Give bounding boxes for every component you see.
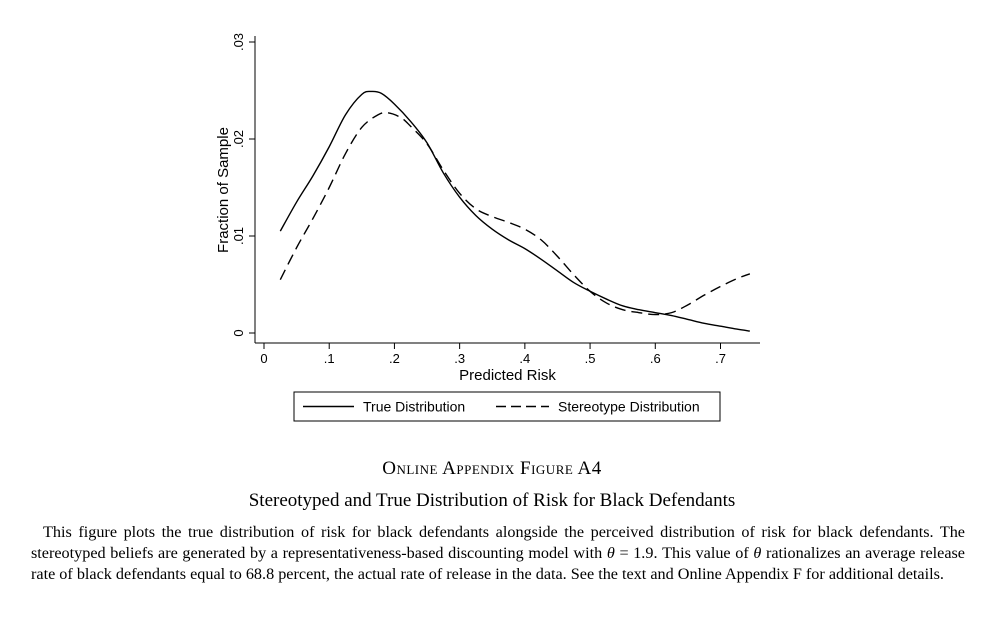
caption-theta-2: θ — [753, 544, 762, 562]
caption-text-1: This figure plots the true distribution … — [31, 523, 965, 562]
figure-caption: This figure plots the true distribution … — [31, 522, 965, 585]
legend-label-stereotype: Stereotype Distribution — [558, 399, 700, 415]
y-tick-label: .03 — [231, 33, 246, 51]
stereotype-distribution-line — [279, 111, 751, 316]
caption-text-2: = 1.9. This value of — [614, 544, 754, 562]
legend-label-true: True Distribution — [363, 399, 465, 415]
figure-title: Stereotyped and True Distribution of Ris… — [248, 490, 736, 511]
true-distribution-line — [279, 90, 750, 332]
legend: True Distribution Stereotype Distributio… — [293, 391, 721, 422]
x-tick-label: .2 — [389, 351, 400, 366]
x-axis-label: Predicted Risk — [459, 367, 556, 384]
y-axis-label: Fraction of Sample — [215, 127, 232, 253]
y-ticks: 0 .01 .02 .03 — [231, 33, 255, 337]
x-tick-label: .4 — [519, 351, 530, 366]
axes: 0 .1 .2 .3 .4 .5 .6 .7 0 .01 .02 .03 — [231, 33, 760, 366]
x-tick-label: .3 — [454, 351, 465, 366]
figure-label: Online Appendix Figure A4 — [382, 458, 602, 479]
risk-distribution-chart: 0 .1 .2 .3 .4 .5 .6 .7 0 .01 .02 .03 Predicted Ris… — [215, 33, 760, 422]
series-layer — [279, 90, 751, 332]
x-tick-label: .1 — [324, 351, 335, 366]
caption-theta-1: θ — [606, 544, 615, 562]
x-tick-label: .6 — [650, 351, 661, 366]
y-tick-label: 0 — [231, 329, 246, 336]
x-tick-label: 0 — [260, 351, 267, 366]
x-tick-label: .7 — [715, 351, 726, 366]
x-tick-label: .5 — [585, 351, 596, 366]
y-tick-label: .01 — [231, 227, 246, 245]
x-ticks: 0 .1 .2 .3 .4 .5 .6 .7 — [260, 343, 726, 366]
y-tick-label: .02 — [231, 130, 246, 148]
caption-text-3: rationalizes an average release rate of … — [31, 544, 965, 583]
legend-box — [293, 391, 721, 422]
